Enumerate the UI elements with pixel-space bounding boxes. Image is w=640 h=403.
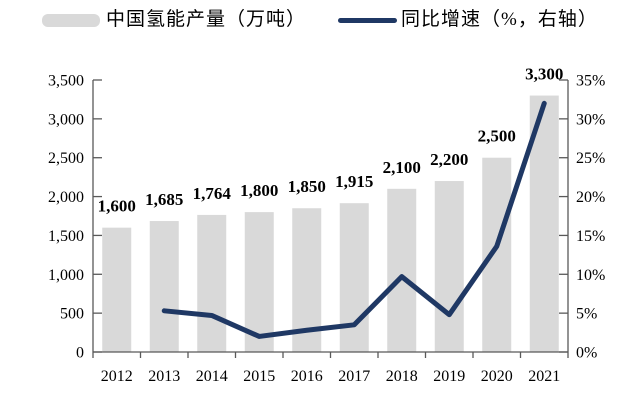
production-bar bbox=[244, 212, 274, 352]
y-left-tick-label: 1,000 bbox=[48, 267, 84, 284]
y-right-tick-label: 10% bbox=[576, 267, 605, 284]
bar-value-label: 1,600 bbox=[98, 197, 136, 216]
production-bar bbox=[434, 181, 464, 352]
y-right-tick-label: 15% bbox=[576, 228, 605, 245]
bar-value-label: 1,685 bbox=[145, 190, 183, 209]
x-tick-label: 2012 bbox=[101, 368, 133, 385]
bar-value-label: 1,850 bbox=[288, 177, 326, 196]
production-bar bbox=[339, 203, 369, 352]
y-left-tick-label: 3,000 bbox=[48, 111, 84, 128]
x-tick-label: 2015 bbox=[243, 368, 275, 385]
y-right-tick-label: 35% bbox=[576, 73, 605, 90]
bar-value-label: 1,915 bbox=[335, 172, 373, 191]
y-right-tick-label: 30% bbox=[576, 111, 605, 128]
y-right-tick-label: 5% bbox=[576, 306, 597, 323]
y-left-tick-label: 2,500 bbox=[48, 150, 84, 167]
bar-value-label: 3,300 bbox=[525, 65, 563, 84]
legend-line-label: 同比增速（%，右轴） bbox=[401, 9, 598, 30]
production-bar bbox=[149, 221, 179, 352]
production-bar bbox=[197, 214, 227, 352]
y-left-tick-label: 2,000 bbox=[48, 189, 84, 206]
bar-value-label: 2,100 bbox=[383, 158, 421, 177]
x-tick-label: 2017 bbox=[338, 368, 370, 385]
production-bar bbox=[482, 157, 512, 352]
growth-line bbox=[161, 100, 547, 339]
y-left-tick-label: 0 bbox=[76, 345, 84, 362]
x-tick-label: 2019 bbox=[433, 368, 465, 385]
bar-value-label: 2,500 bbox=[478, 127, 516, 146]
x-tick-label: 2018 bbox=[386, 368, 418, 385]
y-right-tick-label: 0% bbox=[576, 345, 597, 362]
production-bar bbox=[387, 188, 417, 352]
production-bar bbox=[102, 227, 132, 352]
x-tick-label: 2020 bbox=[481, 368, 513, 385]
y-left-tick-label: 3,500 bbox=[48, 73, 84, 90]
x-tick-label: 2016 bbox=[291, 368, 323, 385]
x-tick-label: 2013 bbox=[148, 368, 180, 385]
legend: 中国氢能产量（万吨） 同比增速（%，右轴） bbox=[0, 0, 640, 40]
bar-value-label: 1,764 bbox=[193, 184, 232, 203]
bar-value-label: 2,200 bbox=[430, 150, 468, 169]
y-right-tick-label: 20% bbox=[576, 189, 605, 206]
bar-value-label: 1,800 bbox=[240, 181, 278, 200]
y-left-tick-label: 1,500 bbox=[48, 228, 84, 245]
y-left-tick-label: 500 bbox=[60, 306, 84, 323]
legend-bar-swatch bbox=[42, 14, 100, 27]
legend-bar-label: 中国氢能产量（万吨） bbox=[106, 9, 307, 30]
y-right-tick-label: 25% bbox=[576, 150, 605, 167]
legend-line-swatch bbox=[338, 18, 397, 23]
x-tick-label: 2014 bbox=[196, 368, 228, 385]
x-tick-label: 2021 bbox=[528, 368, 560, 385]
